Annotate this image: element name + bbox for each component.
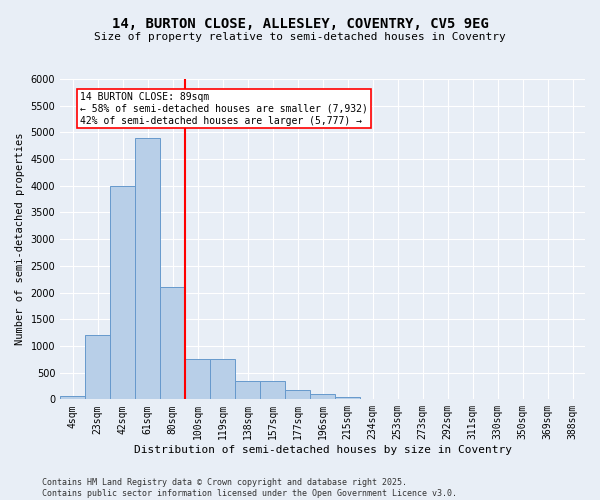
Text: 14 BURTON CLOSE: 89sqm
← 58% of semi-detached houses are smaller (7,932)
42% of : 14 BURTON CLOSE: 89sqm ← 58% of semi-det… — [80, 92, 368, 126]
Text: Contains HM Land Registry data © Crown copyright and database right 2025.
Contai: Contains HM Land Registry data © Crown c… — [42, 478, 457, 498]
Bar — [335, 396, 360, 400]
Bar — [135, 138, 160, 400]
Bar — [310, 394, 335, 400]
Bar — [110, 186, 135, 400]
Bar — [210, 360, 235, 400]
Bar — [60, 396, 85, 400]
Bar — [260, 380, 285, 400]
Bar — [160, 287, 185, 400]
Text: 14, BURTON CLOSE, ALLESLEY, COVENTRY, CV5 9EG: 14, BURTON CLOSE, ALLESLEY, COVENTRY, CV… — [112, 18, 488, 32]
Bar — [285, 390, 310, 400]
Bar — [85, 336, 110, 400]
Y-axis label: Number of semi-detached properties: Number of semi-detached properties — [15, 133, 25, 346]
Text: Size of property relative to semi-detached houses in Coventry: Size of property relative to semi-detach… — [94, 32, 506, 42]
Bar — [185, 360, 210, 400]
Bar — [235, 380, 260, 400]
X-axis label: Distribution of semi-detached houses by size in Coventry: Distribution of semi-detached houses by … — [134, 445, 512, 455]
